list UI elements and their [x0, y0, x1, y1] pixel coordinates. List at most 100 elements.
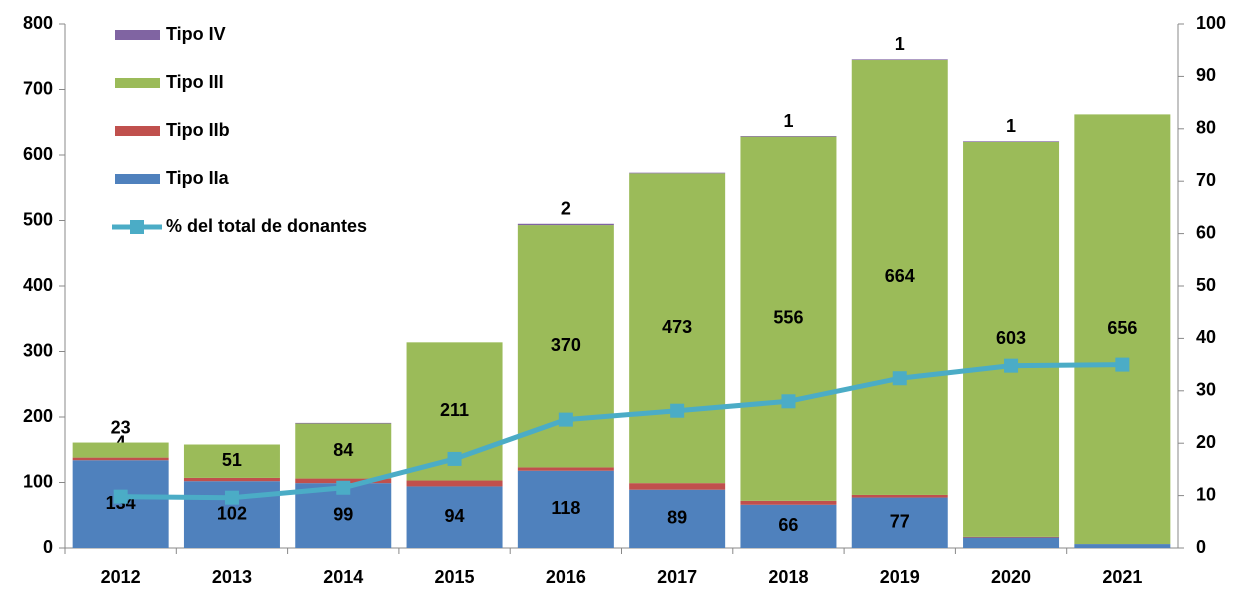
y2-tick-label: 100 — [1196, 13, 1226, 33]
bar-segment — [963, 141, 1060, 142]
bar-segment — [963, 141, 1060, 537]
legend-swatch — [130, 220, 144, 234]
y2-tick-label: 80 — [1196, 118, 1216, 138]
data-label: 603 — [996, 328, 1026, 348]
x-tick-label: 2015 — [435, 567, 475, 587]
data-label: 77 — [890, 512, 910, 532]
data-label: 89 — [667, 508, 687, 528]
y2-tick-label: 0 — [1196, 537, 1206, 557]
line-marker — [1115, 357, 1130, 372]
data-label: 4 — [116, 432, 126, 452]
line-marker — [1004, 358, 1019, 373]
data-label: 84 — [333, 440, 353, 460]
bar-segment — [1074, 114, 1171, 545]
x-tick-label: 2021 — [1102, 567, 1142, 587]
y-tick-label: 700 — [23, 78, 53, 98]
bar-segment — [183, 444, 280, 478]
bar-segment — [740, 504, 837, 548]
line-marker — [781, 394, 796, 409]
y2-tick-label: 20 — [1196, 432, 1216, 452]
bar-segment — [851, 60, 948, 495]
data-label: 2 — [561, 199, 571, 219]
legend-label: % del total de donantes — [166, 216, 367, 236]
line-marker — [336, 480, 351, 495]
y2-tick-label: 90 — [1196, 65, 1216, 85]
bar-segment — [517, 223, 614, 226]
bar-segment — [72, 457, 169, 461]
y-tick-label: 500 — [23, 209, 53, 229]
x-tick-label: 2018 — [768, 567, 808, 587]
bar-segment — [295, 422, 392, 424]
x-tick-label: 2017 — [657, 567, 697, 587]
y2-tick-label: 60 — [1196, 222, 1216, 242]
data-label: 1 — [783, 111, 793, 131]
bar-segment — [740, 136, 837, 501]
legend-swatch — [115, 78, 160, 88]
y-tick-label: 300 — [23, 340, 53, 360]
bar-segment — [72, 442, 169, 458]
data-label: 473 — [662, 317, 692, 337]
y2-tick-label: 40 — [1196, 327, 1216, 347]
legend-label: Tipo IV — [166, 24, 226, 44]
data-label: 370 — [551, 335, 581, 355]
bar-segment — [851, 494, 948, 498]
legend-swatch — [115, 174, 160, 184]
data-label: 102 — [217, 503, 247, 523]
bar-segment — [963, 537, 1060, 548]
bar-segment — [72, 460, 169, 548]
bar-segment — [851, 59, 948, 61]
bar-segment — [1074, 544, 1171, 548]
y-tick-label: 200 — [23, 406, 53, 426]
y2-tick-label: 30 — [1196, 380, 1216, 400]
legend-label: Tipo IIa — [166, 168, 230, 188]
bar-segment — [517, 470, 614, 548]
bar-segment — [406, 480, 503, 487]
bar-segment — [517, 467, 614, 471]
bar-segment — [295, 423, 392, 479]
legend-label: Tipo IIb — [166, 120, 230, 140]
y-tick-label: 0 — [43, 537, 53, 557]
data-label: 556 — [773, 308, 803, 328]
y2-tick-label: 70 — [1196, 170, 1216, 190]
data-label: 23 — [111, 417, 131, 437]
x-tick-label: 2020 — [991, 567, 1031, 587]
x-tick-label: 2019 — [880, 567, 920, 587]
x-tick-label: 2012 — [101, 567, 141, 587]
bar-segment — [629, 173, 726, 484]
y2-tick-label: 50 — [1196, 275, 1216, 295]
data-label: 1 — [1006, 116, 1016, 136]
line-marker — [892, 371, 907, 386]
y-tick-label: 400 — [23, 275, 53, 295]
line-marker — [113, 489, 128, 504]
x-tick-label: 2013 — [212, 567, 252, 587]
bar-segment — [517, 225, 614, 468]
line-marker — [447, 451, 462, 466]
x-tick-label: 2016 — [546, 567, 586, 587]
bar-segment — [740, 136, 837, 137]
data-label: 1 — [895, 34, 905, 54]
line-marker — [558, 412, 573, 427]
data-label: 66 — [778, 515, 798, 535]
y-tick-label: 800 — [23, 13, 53, 33]
data-label: 99 — [333, 504, 353, 524]
y-tick-label: 100 — [23, 471, 53, 491]
bar-segment — [963, 536, 1060, 538]
data-label: 94 — [445, 506, 465, 526]
legend-swatch — [115, 30, 160, 40]
line-marker — [224, 490, 239, 505]
bar-segment — [851, 497, 948, 548]
x-tick-label: 2014 — [323, 567, 363, 587]
bar-segment — [406, 486, 503, 548]
legend-swatch — [115, 126, 160, 136]
y-tick-label: 600 — [23, 144, 53, 164]
data-label: 211 — [440, 400, 469, 420]
y2-tick-label: 10 — [1196, 484, 1216, 504]
bar-segment — [629, 489, 726, 548]
data-label: 664 — [885, 266, 915, 286]
bar-segment — [183, 477, 280, 482]
line-series — [120, 362, 1123, 501]
bar-segment — [740, 500, 837, 505]
legend-label: Tipo III — [166, 72, 224, 92]
line-marker — [670, 403, 685, 418]
